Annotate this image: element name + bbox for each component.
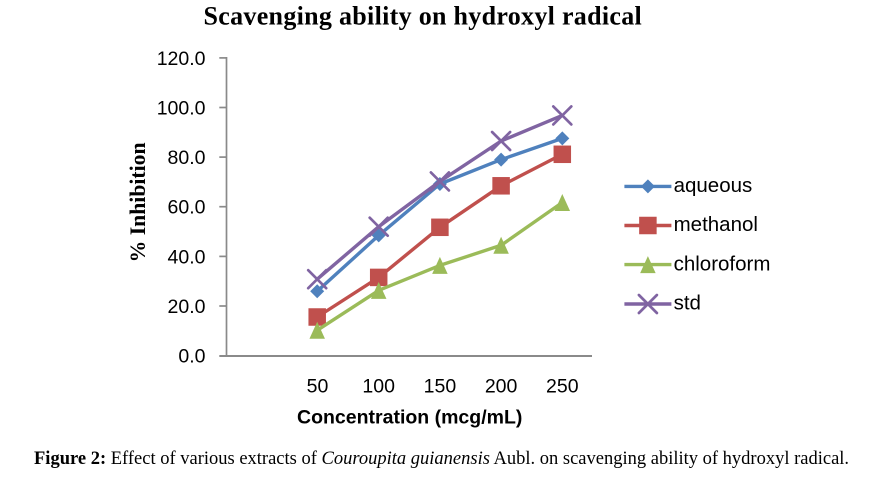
svg-text:20.0: 20.0 [168,296,206,318]
svg-text:250: 250 [546,375,579,397]
svg-text:chloroform: chloroform [674,252,771,275]
svg-text:methanol: methanol [674,213,758,236]
svg-text:100: 100 [362,375,395,397]
svg-text:0.0: 0.0 [178,346,205,368]
svg-text:40.0: 40.0 [168,246,206,268]
svg-text:50: 50 [307,375,329,397]
svg-text:60.0: 60.0 [168,197,206,219]
svg-text:Concentration (mcg/mL): Concentration (mcg/mL) [297,407,522,429]
svg-text:std: std [674,292,701,315]
svg-text:120.0: 120.0 [157,48,206,70]
svg-text:100.0: 100.0 [157,98,206,120]
svg-text:Scavenging ability on hydroxyl: Scavenging ability on hydroxyl radical [204,2,643,31]
svg-text:aqueous: aqueous [674,174,753,197]
svg-text:% Inhibition: % Inhibition [126,142,150,262]
svg-text:80.0: 80.0 [168,147,206,169]
svg-text:150: 150 [424,375,457,397]
svg-text:200: 200 [485,375,518,397]
